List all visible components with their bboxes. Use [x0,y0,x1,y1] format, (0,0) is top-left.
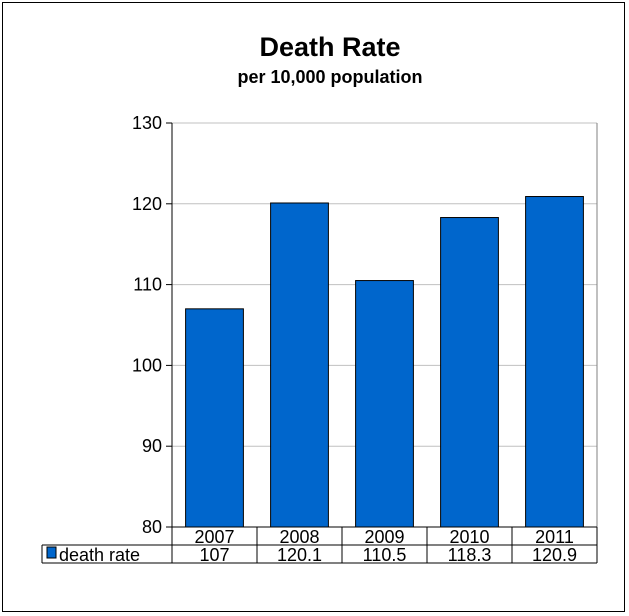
legend-label: death rate [59,545,140,565]
y-tick-label: 80 [142,517,162,537]
bar-2009 [355,280,414,528]
y-axis-ticks: 80 90 100 110 120 130 [132,113,172,537]
legend-key [46,546,57,559]
bar-2010 [440,217,499,528]
value-label: 118.3 [448,545,492,565]
bar-2007 [185,308,244,528]
value-label: 120.9 [532,545,577,565]
y-tick-label: 100 [132,355,162,375]
category-label: 2009 [364,527,404,547]
category-label: 2008 [279,527,319,547]
bars [185,196,584,528]
category-label: 2010 [449,527,489,547]
value-label: 120.1 [277,545,322,565]
chart-title: Death Rate [259,32,400,62]
value-label: 107 [199,545,229,565]
data-table: 2007 2008 2009 2010 2011 107 120.1 110.5 118.3 12… [41,526,598,565]
category-label: 2011 [535,527,574,547]
category-label: 2007 [194,527,234,547]
chart-subtitle: per 10,000 population [237,67,422,87]
bar-2011 [525,196,584,528]
y-tick-label: 120 [132,194,162,214]
value-label: 110.5 [363,545,407,565]
y-tick-label: 130 [132,113,162,133]
y-tick-label: 90 [142,436,162,456]
y-tick-label: 110 [133,275,162,295]
bar-2008 [270,202,329,528]
